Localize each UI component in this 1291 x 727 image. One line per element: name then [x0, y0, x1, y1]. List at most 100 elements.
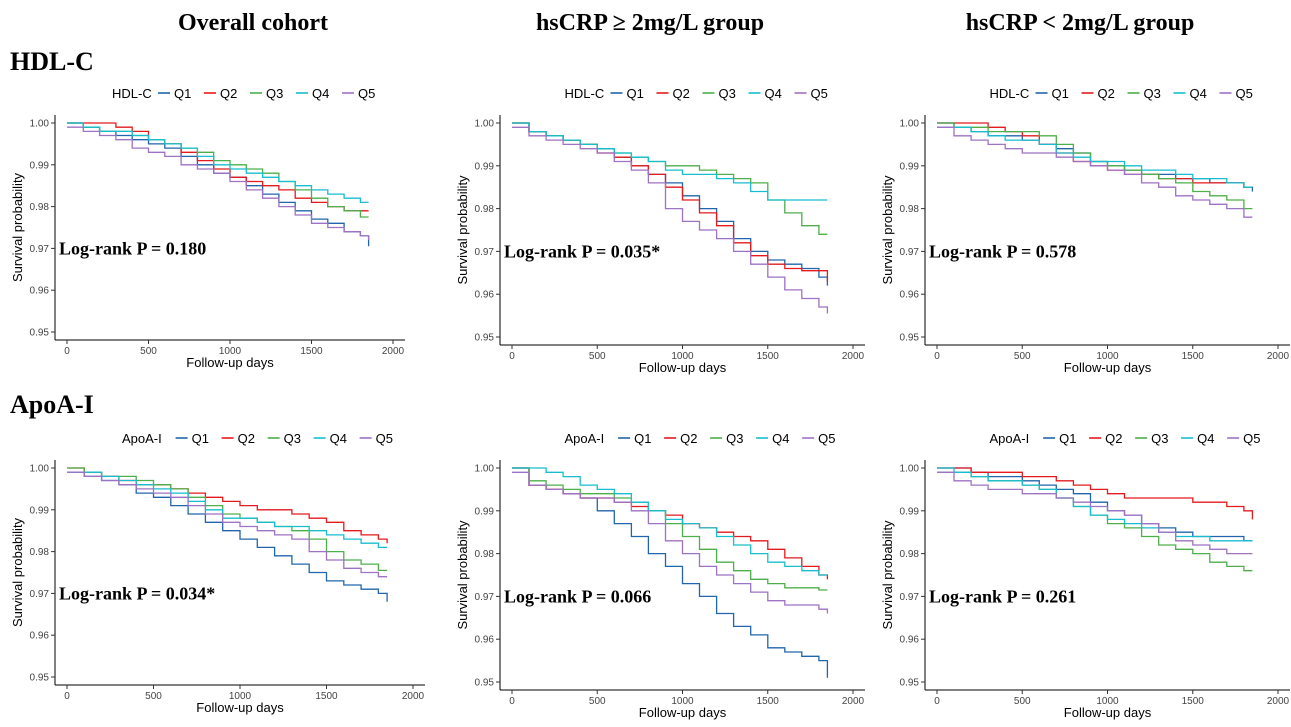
legend-label-q5: Q5: [818, 431, 835, 446]
x-tick-label: 2000: [842, 696, 865, 707]
column-title-3: hsCRP < 2mg/L group: [965, 10, 1195, 36]
series-line-q5: [937, 126, 1253, 218]
x-axis-title: Follow-up days: [186, 355, 274, 370]
y-tick-label: 0.98: [900, 549, 920, 560]
legend-title: ApoA-I: [565, 431, 605, 446]
x-tick-label: 2000: [402, 691, 425, 702]
x-tick-label: 1500: [315, 691, 338, 702]
legend-label-q1: Q1: [634, 431, 651, 446]
y-tick-label: 0.98: [475, 204, 495, 215]
row-title-hdl: HDL-C: [10, 47, 94, 76]
y-tick-label: 0.96: [900, 635, 920, 646]
x-axis-title: Follow-up days: [196, 700, 284, 715]
x-tick-label: 1500: [757, 696, 780, 707]
x-tick-label: 0: [64, 691, 70, 702]
y-tick-label: 0.96: [30, 631, 50, 642]
legend-label-q5: Q5: [1243, 431, 1260, 446]
y-tick-label: 0.98: [30, 202, 50, 213]
x-tick-label: 500: [1014, 696, 1031, 707]
y-tick-label: 0.96: [475, 635, 495, 646]
legend-label-q4: Q4: [330, 431, 347, 446]
legend-label-q4: Q4: [1190, 86, 1207, 101]
series-line-q4: [512, 122, 828, 201]
legend-label-q5: Q5: [376, 431, 393, 446]
legend: ApoA-I Q1 Q2 Q3 Q4 Q5: [990, 431, 1261, 446]
legend-title: ApoA-I: [990, 431, 1030, 446]
x-tick-label: 2000: [842, 351, 865, 362]
legend-label-q3: Q3: [1151, 431, 1168, 446]
y-tick-label: 0.99: [475, 506, 495, 517]
y-tick-label: 1.00: [900, 119, 920, 130]
series-line-q4: [937, 467, 1253, 542]
series-line-q2: [937, 467, 1254, 520]
series-line-q5: [512, 126, 829, 314]
legend-label-q1: Q1: [192, 431, 209, 446]
x-tick-label: 1000: [1096, 696, 1119, 707]
legend: ApoA-I Q1 Q2 Q3 Q4 Q5: [565, 431, 836, 446]
series-line-q1: [67, 122, 370, 247]
series-line-q4: [512, 467, 828, 576]
legend: HDL-C Q1 Q2 Q3 Q4 Q5: [112, 86, 375, 101]
series-line-q4: [937, 126, 1253, 188]
y-tick-label: 0.97: [30, 244, 50, 255]
legend-title: HDL-C: [565, 86, 605, 101]
y-tick-label: 0.98: [900, 204, 920, 215]
x-tick-label: 0: [509, 351, 515, 362]
legend-label-q2: Q2: [680, 431, 697, 446]
series-line-q5: [512, 471, 829, 614]
x-tick-label: 1500: [1182, 696, 1205, 707]
y-axis-title: Survival probability: [10, 517, 25, 627]
logrank-annotation: Log-rank P = 0.034*: [59, 583, 215, 603]
y-tick-label: 1.00: [30, 119, 50, 130]
series-line-q1: [937, 467, 1253, 542]
y-tick-label: 0.97: [475, 247, 495, 258]
series-line-q5: [67, 126, 370, 240]
series-line-q5: [67, 471, 388, 578]
legend: HDL-C Q1 Q2 Q3 Q4 Q5: [990, 86, 1253, 101]
legend-label-q2: Q2: [1098, 86, 1115, 101]
legend-title: ApoA-I: [122, 431, 162, 446]
x-tick-label: 500: [589, 696, 606, 707]
y-tick-label: 0.97: [900, 247, 920, 258]
y-tick-label: 1.00: [475, 464, 495, 475]
legend-label-q1: Q1: [627, 86, 644, 101]
x-tick-label: 500: [589, 351, 606, 362]
y-tick-label: 0.95: [900, 333, 920, 344]
panel-1: HDL-C Q1 Q2 Q3 Q4 Q5 0.95 0.96 0.97 0.98 0.99 1.00 0…: [10, 86, 405, 370]
logrank-annotation: Log-rank P = 0.066: [504, 586, 651, 606]
panel-3: HDL-C Q1 Q2 Q3 Q4 Q5 0.95 0.96 0.97 0.98 0.99 1.00 0…: [880, 86, 1290, 375]
series-line-q1: [67, 471, 388, 602]
y-tick-label: 1.00: [30, 464, 50, 475]
legend-label-q3: Q3: [284, 431, 301, 446]
x-tick-label: 1500: [757, 351, 780, 362]
series-line-q3: [937, 471, 1253, 572]
legend-label-q4: Q4: [772, 431, 789, 446]
x-tick-label: 2000: [1267, 696, 1290, 707]
series-line-q4: [67, 471, 388, 549]
series-line-q5: [937, 471, 1253, 555]
logrank-annotation: Log-rank P = 0.578: [929, 241, 1076, 261]
legend-label-q1: Q1: [1052, 86, 1069, 101]
y-axis-title: Survival probability: [10, 172, 25, 282]
x-axis-title: Follow-up days: [639, 360, 727, 375]
x-tick-label: 0: [934, 351, 940, 362]
legend-label-q5: Q5: [358, 86, 375, 101]
y-tick-label: 1.00: [900, 464, 920, 475]
series-line-q1: [512, 467, 829, 678]
series-line-q3: [67, 467, 388, 572]
legend-title: HDL-C: [990, 86, 1030, 101]
x-tick-label: 1000: [671, 351, 694, 362]
x-tick-label: 0: [934, 696, 940, 707]
x-axis-title: Follow-up days: [1064, 360, 1152, 375]
legend: HDL-C Q1 Q2 Q3 Q4 Q5: [565, 86, 828, 101]
legend-label-q1: Q1: [1059, 431, 1076, 446]
y-tick-label: 1.00: [475, 119, 495, 130]
x-tick-label: 1000: [671, 696, 694, 707]
y-tick-label: 0.95: [30, 328, 50, 339]
y-tick-label: 0.97: [475, 592, 495, 603]
legend-label-q5: Q5: [1236, 86, 1253, 101]
legend-label-q2: Q2: [673, 86, 690, 101]
y-axis-title: Survival probability: [455, 175, 470, 285]
column-title-1: Overall cohort: [178, 10, 328, 36]
legend-label-q4: Q4: [312, 86, 329, 101]
